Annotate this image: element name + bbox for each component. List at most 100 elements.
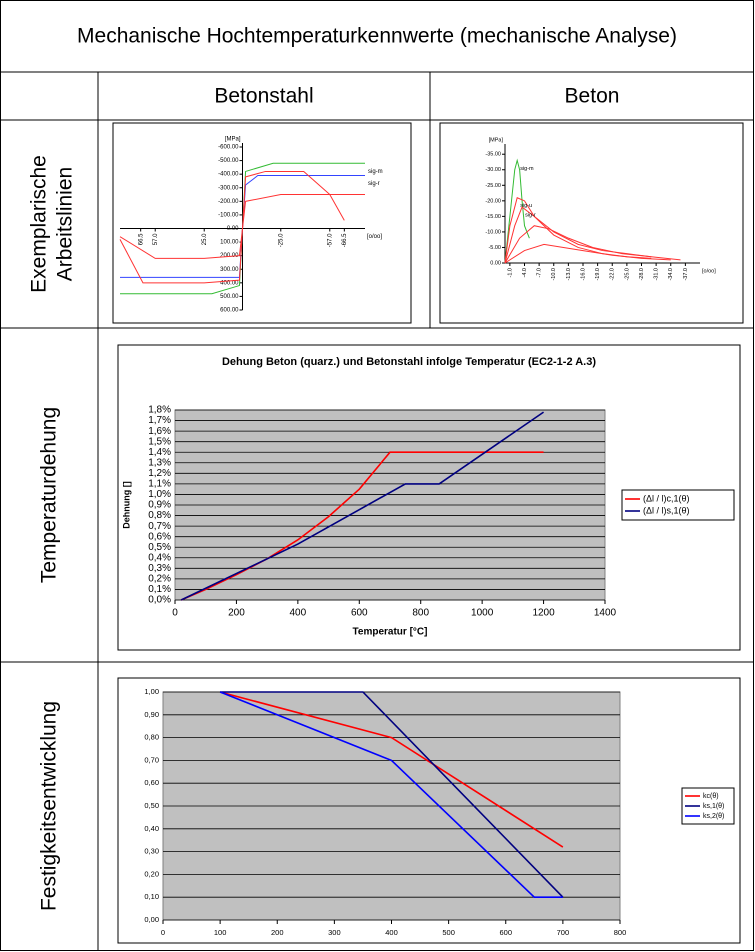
y-axis-label: [MPa]	[489, 137, 504, 143]
y-tick-label: 0,50	[144, 801, 159, 810]
y-tick-label: 1,1%	[148, 479, 171, 490]
row-label: Arbeitslinien	[54, 167, 77, 281]
x-tick-label: 800	[412, 608, 429, 619]
y-tick-label: -500.00	[218, 158, 239, 164]
y-tick-label: 0,9%	[148, 500, 171, 511]
y-tick-label: 0,30	[144, 847, 159, 856]
x-tick-label: 400	[385, 928, 398, 937]
y-tick-label: 0,90	[144, 710, 159, 719]
x-tick-label: -19.0	[595, 268, 601, 281]
y-axis-label: [MPa]	[225, 137, 241, 143]
series-label: sig-r	[368, 181, 380, 187]
data-line	[180, 451, 544, 601]
row-label: Exemplarische	[28, 155, 51, 293]
x-tick-label: -31.0	[654, 268, 660, 281]
column-header: Beton	[565, 85, 620, 108]
x-axis-label: Temperatur [°C]	[353, 627, 428, 638]
chart-frame	[439, 122, 744, 324]
y-tick-label: 0,5%	[148, 542, 171, 553]
y-tick-label: 0,4%	[148, 552, 171, 563]
y-tick-label: -25.00	[485, 183, 501, 189]
x-tick-label: 0	[172, 608, 178, 619]
legend-label: ks,2(θ)	[703, 813, 724, 820]
legend-box	[621, 489, 735, 521]
x-tick-label: -34.0	[668, 268, 674, 281]
series-label: sig-u	[520, 203, 532, 209]
x-tick-label: -66.5	[342, 233, 348, 247]
x-tick-label: -57.0	[327, 233, 333, 247]
y-tick-label: 400.00	[220, 280, 239, 286]
chart-frame	[112, 122, 412, 324]
y-tick-label: 0,3%	[148, 563, 171, 574]
data-line	[219, 691, 563, 898]
chart-title: Dehung Beton (quarz.) und Betonstahl inf…	[222, 356, 596, 368]
y-tick-label: -300.00	[218, 185, 239, 191]
x-axis-label: [o/oo]	[367, 234, 382, 240]
y-tick-label: 300.00	[220, 267, 239, 273]
x-tick-label: -22.0	[610, 268, 616, 281]
y-tick-label: 0,6%	[148, 531, 171, 542]
x-tick-label: -16.0	[580, 268, 586, 281]
y-tick-label: 0,80	[144, 733, 159, 742]
x-tick-label: 700	[557, 928, 570, 937]
x-tick-label: -37.0	[683, 268, 689, 281]
y-axis-label: Dehnung []	[121, 481, 131, 529]
y-tick-label: 1,8%	[148, 405, 171, 416]
y-tick-label: 0,40	[144, 824, 159, 833]
x-tick-label: 500	[442, 928, 455, 937]
legend-label: ks,1(θ)	[703, 803, 724, 810]
data-line	[219, 691, 564, 848]
y-tick-label: 1,3%	[148, 457, 171, 468]
y-tick-label: 0,60	[144, 778, 159, 787]
y-tick-label: 0,20	[144, 869, 159, 878]
table-title: Mechanische Hochtemperaturkennwerte (mec…	[77, 25, 677, 48]
x-tick-label: -10.0	[551, 268, 557, 281]
data-line	[504, 158, 530, 264]
series-label: sig-m	[368, 169, 383, 175]
x-axis-label: [o/oo]	[702, 268, 716, 274]
x-tick-label: -4.0	[522, 268, 528, 277]
series-label: sig-m	[520, 166, 534, 172]
legend-label: (Δl / l)s,1(θ)	[643, 505, 690, 515]
y-tick-label: 1,2%	[148, 468, 171, 479]
x-tick-label: -1.0	[507, 268, 513, 277]
y-tick-label: 500.00	[220, 294, 239, 300]
legend-label: kc(θ)	[703, 793, 719, 800]
x-tick-label: 1200	[532, 608, 555, 619]
data-line	[119, 194, 345, 259]
x-tick-label: 0	[161, 928, 165, 937]
y-tick-label: -5.00	[488, 245, 501, 251]
y-tick-label: 1,00	[144, 687, 159, 696]
x-tick-label: -25.0	[624, 268, 630, 281]
data-line	[504, 243, 671, 264]
y-tick-label: 0,2%	[148, 574, 171, 585]
y-tick-label: -400.00	[218, 172, 239, 178]
row-label: Temperaturdehung	[38, 407, 61, 583]
y-tick-label: -15.00	[485, 214, 501, 220]
y-tick-label: -600.00	[218, 145, 239, 151]
x-tick-label: 25.0	[202, 233, 208, 245]
y-tick-label: 1,6%	[148, 426, 171, 437]
x-tick-label: 200	[228, 608, 245, 619]
y-tick-label: 0,00	[144, 915, 159, 924]
x-tick-label: 1400	[594, 608, 617, 619]
x-tick-label: -7.0	[537, 268, 543, 277]
y-tick-label: 0.00	[227, 226, 239, 232]
series-label: sig-r	[525, 213, 536, 219]
x-tick-label: 1000	[471, 608, 494, 619]
y-tick-label: -100.00	[218, 212, 239, 218]
x-tick-label: -25.0	[278, 233, 284, 247]
y-tick-label: 100.00	[220, 240, 239, 246]
x-tick-label: 57.0	[153, 233, 159, 245]
x-tick-label: -28.0	[639, 268, 645, 281]
y-tick-label: -35.00	[485, 152, 501, 158]
x-tick-label: 100	[214, 928, 227, 937]
data-line	[504, 225, 681, 264]
x-tick-label: 200	[271, 928, 284, 937]
y-tick-label: -30.00	[485, 167, 501, 173]
column-header: Betonstahl	[214, 85, 313, 108]
y-tick-label: 0.00	[490, 260, 501, 266]
y-tick-label: 1,0%	[148, 489, 171, 500]
